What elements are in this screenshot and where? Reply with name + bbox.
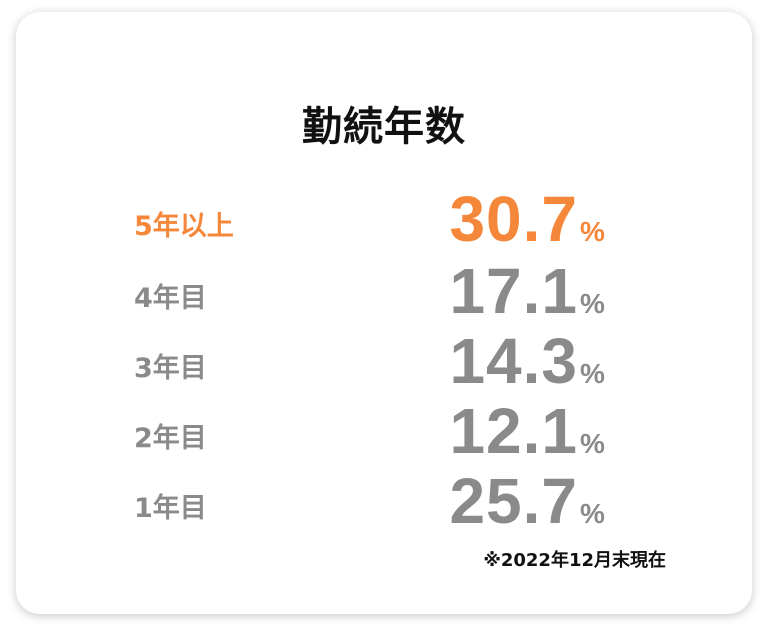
row: 2年目 12.1% (16, 395, 752, 470)
row-unit: % (580, 216, 605, 247)
row-label: 3年目 (134, 353, 207, 384)
row-unit: % (580, 428, 605, 459)
row-value: 25.7 (449, 465, 578, 537)
title: 勤続年数 (302, 104, 466, 150)
row-unit: % (580, 498, 605, 529)
row-value: 30.7 (449, 183, 578, 255)
row: 3年目 14.3% (16, 325, 752, 400)
row-unit: % (580, 288, 605, 319)
row: 5年以上 30.7% (16, 183, 752, 258)
row-label: 1年目 (134, 493, 207, 524)
row-value: 17.1 (449, 255, 578, 327)
row: 4年目 17.1% (16, 255, 752, 330)
row-label: 4年目 (134, 283, 207, 314)
row-label: 2年目 (134, 423, 207, 454)
row-unit: % (580, 358, 605, 389)
note: ※2022年12月末現在 (483, 550, 666, 571)
row-label: 5年以上 (134, 211, 234, 242)
row: 1年目 25.7% (16, 465, 752, 540)
row-value: 12.1 (449, 395, 578, 467)
card: 勤続年数 5年以上 30.7% 4年目 17.1% 3年目 14.3% 2年目 12.1% 1年… (16, 12, 752, 614)
row-value: 14.3 (449, 325, 578, 397)
